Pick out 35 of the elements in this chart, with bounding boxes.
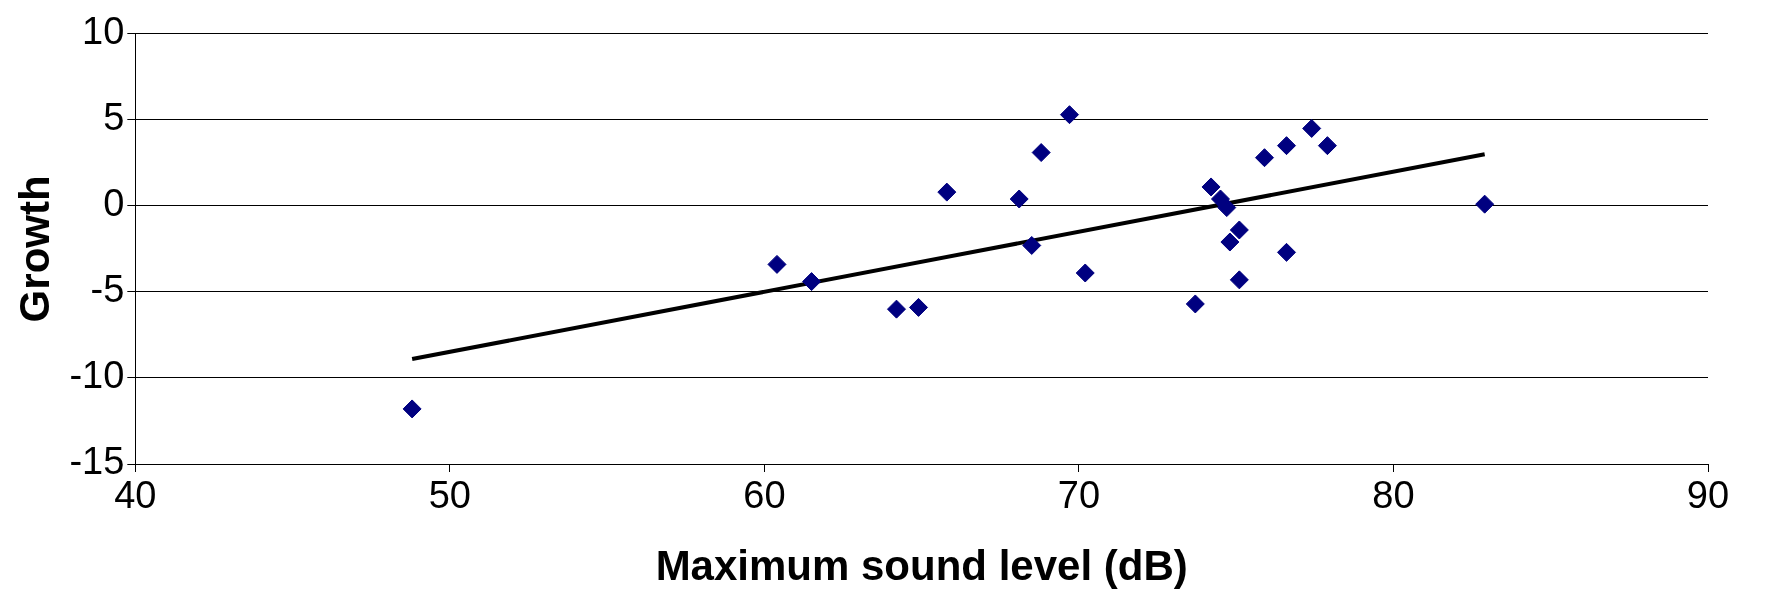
point [1185, 294, 1205, 314]
point [802, 272, 822, 292]
x-tick-label: 80 [1372, 474, 1415, 517]
y-tick-label: 5 [103, 96, 125, 139]
y-tick-label: 0 [103, 182, 125, 225]
point [402, 399, 422, 419]
point [1255, 148, 1275, 168]
point [1475, 194, 1495, 214]
point [1059, 105, 1079, 125]
point [1277, 242, 1297, 262]
point [937, 182, 957, 202]
point [1302, 118, 1322, 138]
point [1201, 177, 1221, 197]
point [887, 299, 906, 319]
point [1217, 198, 1237, 218]
x-tick-label: 70 [1057, 474, 1101, 517]
point [1229, 270, 1249, 290]
x-axis-title: Maximum sound level (dB) [655, 542, 1188, 590]
point [767, 254, 787, 274]
point [1009, 189, 1029, 209]
point [909, 297, 929, 317]
point [1075, 263, 1095, 283]
point [1317, 136, 1337, 156]
y-tick-label: -5 [90, 268, 125, 311]
point [1022, 235, 1042, 255]
x-tick-label: 90 [1686, 474, 1730, 517]
point [1229, 220, 1249, 240]
x-tick-label: 60 [743, 474, 786, 517]
x-tick-label: 50 [428, 474, 471, 517]
point [1277, 136, 1297, 156]
y-tick-label: 10 [82, 10, 125, 53]
y-tick-label: -10 [69, 354, 125, 397]
point [1220, 232, 1240, 252]
point [1031, 143, 1051, 163]
y-axis-title: Growth [10, 175, 58, 323]
